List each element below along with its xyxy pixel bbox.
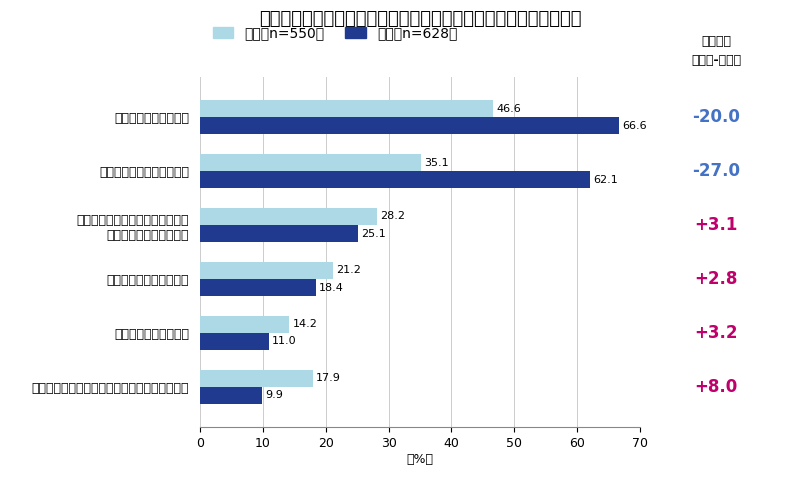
Bar bbox=[200, 370, 313, 387]
Text: 14.2: 14.2 bbox=[293, 319, 318, 329]
Bar bbox=[200, 100, 493, 117]
Title: 第一子出産後に増加した「仕事を調整している」内容（複数回答）: 第一子出産後に増加した「仕事を調整している」内容（複数回答） bbox=[258, 10, 582, 28]
Text: 11.0: 11.0 bbox=[272, 336, 297, 347]
Text: 62.1: 62.1 bbox=[594, 175, 618, 185]
Text: 25.1: 25.1 bbox=[361, 228, 386, 239]
Text: +2.8: +2.8 bbox=[694, 270, 738, 288]
Bar bbox=[200, 333, 269, 350]
Bar bbox=[200, 225, 358, 242]
Text: スコア差: スコア差 bbox=[701, 35, 731, 48]
Text: 9.9: 9.9 bbox=[266, 390, 283, 400]
Text: 46.6: 46.6 bbox=[496, 104, 521, 114]
Text: 21.2: 21.2 bbox=[336, 265, 362, 276]
Text: -20.0: -20.0 bbox=[692, 108, 740, 126]
Bar bbox=[200, 171, 590, 188]
Text: +3.2: +3.2 bbox=[694, 324, 738, 342]
Bar bbox=[200, 154, 421, 171]
Bar bbox=[200, 316, 290, 333]
Text: 35.1: 35.1 bbox=[424, 157, 448, 168]
Legend: 男性（n=550）, 女性（n=628）: 男性（n=550）, 女性（n=628） bbox=[207, 21, 463, 46]
Bar bbox=[200, 208, 378, 225]
Bar bbox=[200, 279, 316, 296]
Text: 17.9: 17.9 bbox=[316, 373, 341, 383]
Text: 28.2: 28.2 bbox=[381, 211, 406, 221]
Bar bbox=[200, 387, 262, 404]
Bar bbox=[200, 262, 334, 279]
Text: 18.4: 18.4 bbox=[318, 283, 344, 293]
Bar bbox=[200, 117, 618, 134]
Text: +8.0: +8.0 bbox=[694, 378, 738, 396]
Text: （男性-女性）: （男性-女性） bbox=[691, 54, 741, 67]
Text: -27.0: -27.0 bbox=[692, 162, 740, 180]
Text: 66.6: 66.6 bbox=[622, 121, 646, 131]
Text: +3.1: +3.1 bbox=[694, 216, 738, 234]
X-axis label: （%）: （%） bbox=[406, 453, 434, 466]
